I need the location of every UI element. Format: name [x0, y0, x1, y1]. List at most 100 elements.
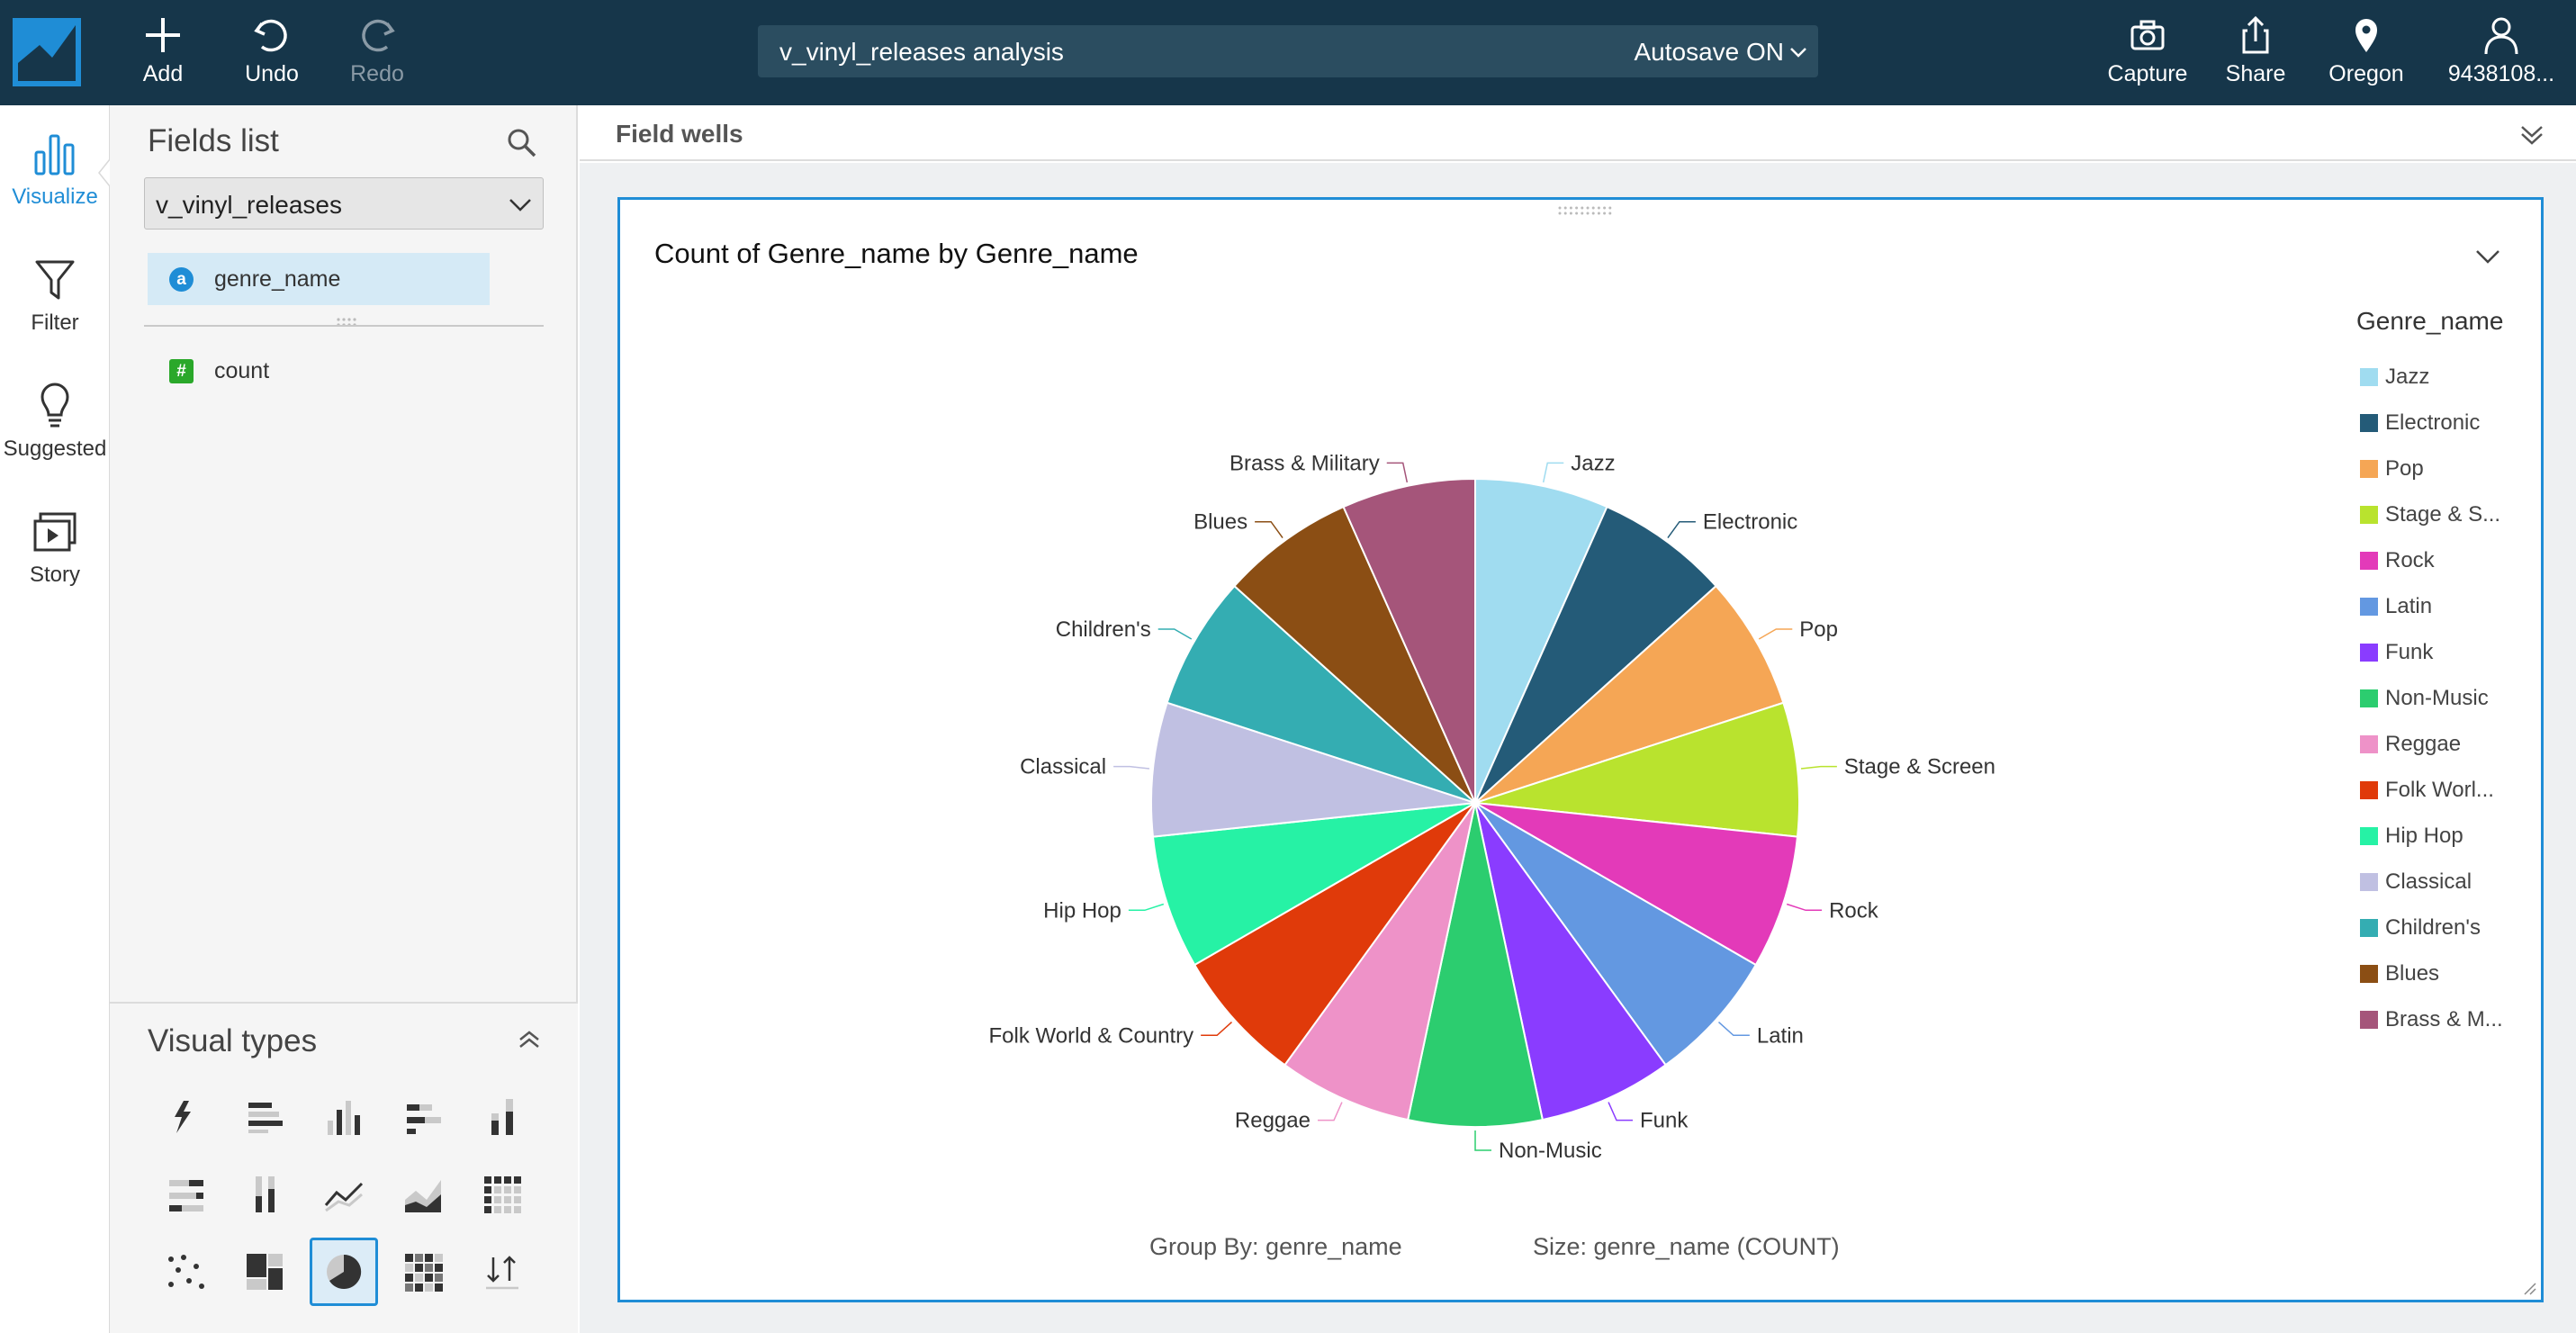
slice-label: Electronic [1703, 510, 1797, 535]
plus-icon [146, 18, 180, 52]
pie-slice[interactable] [1283, 802, 1476, 1121]
map-pin-icon [2355, 19, 2377, 52]
redo-button[interactable]: Redo [332, 14, 422, 87]
undo-button[interactable]: Undo [227, 14, 317, 87]
region-button[interactable]: Oregon [2321, 14, 2411, 87]
pie-slice[interactable] [1406, 802, 1545, 1128]
legend-item[interactable]: Stage & S... [2356, 497, 2545, 543]
slice-label: Rock [1829, 898, 1879, 923]
horizontal-bar-icon[interactable] [230, 1083, 299, 1151]
legend-item[interactable]: Children's [2356, 910, 2545, 956]
pie-slice[interactable] [1474, 802, 1667, 1121]
chevron-down-icon[interactable] [1789, 43, 1807, 61]
legend-item[interactable]: Blues [2356, 956, 2545, 1002]
leader-line [1113, 765, 1150, 770]
pie-slice[interactable] [1474, 584, 1785, 804]
area-chart-icon [405, 1180, 441, 1212]
legend-item[interactable]: Latin [2356, 589, 2545, 635]
rail-item-suggested[interactable]: Suggested [0, 383, 110, 462]
pie-slice[interactable] [1151, 802, 1476, 967]
pie-slice[interactable] [1342, 477, 1476, 804]
capture-button[interactable]: Capture [2103, 14, 2193, 87]
share-label: Share [2225, 61, 2286, 86]
leader-line [1201, 1022, 1232, 1037]
scatter-plot-icon[interactable] [151, 1238, 220, 1306]
share-button[interactable]: Share [2211, 14, 2301, 87]
leader-line [1128, 903, 1165, 912]
slice-label: Latin [1757, 1023, 1804, 1048]
leader-line [1157, 628, 1193, 640]
rail-item-visualize[interactable]: Visualize [0, 131, 110, 210]
top-toolbar: Add Undo Redo v_vinyl_releases analysis … [0, 0, 2576, 105]
dataset-select[interactable]: v_vinyl_releases [144, 177, 544, 230]
slice-label: Folk World & Country [989, 1023, 1194, 1048]
drag-handle-icon[interactable] [1556, 205, 1614, 216]
autograph-icon[interactable] [151, 1083, 220, 1151]
percent-horizontal-bar-icon[interactable] [151, 1160, 220, 1229]
stacked-vertical-bar-icon[interactable] [468, 1083, 536, 1151]
percent-vertical-bar-icon[interactable] [230, 1160, 299, 1229]
legend-swatch [2360, 827, 2378, 845]
legend-item[interactable]: Jazz [2356, 359, 2545, 405]
heat-map-icon[interactable] [389, 1238, 457, 1306]
undo-icon [254, 19, 287, 52]
legend-item[interactable]: Funk [2356, 635, 2545, 680]
dataset-value: v_vinyl_releases [156, 191, 342, 219]
chevron-up-icon[interactable] [517, 1031, 542, 1049]
leader-line [1758, 628, 1793, 640]
legend-item[interactable]: Hip Hop [2356, 818, 2545, 864]
legend-item[interactable]: Non-Music [2356, 680, 2545, 726]
pie-chart-icon[interactable] [310, 1238, 378, 1306]
rail-item-story[interactable]: Story [0, 509, 110, 588]
tree-map-icon[interactable] [230, 1238, 299, 1306]
line-chart-icon[interactable] [310, 1160, 378, 1229]
field-wells-bar[interactable]: Field wells [580, 105, 2576, 161]
pie-slice[interactable] [1474, 802, 1799, 967]
chevron-down-icon[interactable] [2474, 247, 2501, 266]
sort-icon[interactable] [468, 1238, 536, 1306]
legend-item[interactable]: Pop [2356, 451, 2545, 497]
legend-item[interactable]: Electronic [2356, 405, 2545, 451]
legend-label: Pop [2385, 456, 2424, 481]
pie-slice[interactable] [1150, 701, 1476, 838]
legend-label: Classical [2385, 869, 2472, 894]
legend-item[interactable]: Rock [2356, 543, 2545, 589]
legend-item[interactable]: Brass & M... [2356, 1002, 2545, 1048]
stacked-horizontal-bar-icon[interactable] [389, 1083, 457, 1151]
quicksight-logo[interactable] [13, 18, 81, 86]
analysis-title-bar[interactable]: v_vinyl_releases analysis Autosave ON [758, 25, 1818, 77]
legend-label: Latin [2385, 594, 2433, 618]
field-item-count[interactable]: # count [148, 345, 490, 397]
analysis-name[interactable]: v_vinyl_releases analysis [779, 38, 1064, 66]
legend-label: Children's [2385, 915, 2481, 940]
vertical-bar-icon[interactable] [310, 1083, 378, 1151]
chevron-down-double-icon[interactable] [2518, 122, 2545, 149]
pie-slice[interactable] [1474, 802, 1758, 1067]
account-button[interactable]: 9438108... [2438, 14, 2564, 87]
pie-slice[interactable] [1474, 701, 1800, 838]
legend-swatch [2360, 414, 2378, 432]
field-item-genre-name[interactable]: a genre_name [148, 253, 490, 305]
pie-chart-visual[interactable]: Count of Genre_name by Genre_name Jazz El… [617, 197, 2544, 1302]
pie-slice[interactable] [1166, 584, 1476, 804]
area-chart-icon[interactable] [389, 1160, 457, 1229]
leader-line [1542, 462, 1564, 483]
add-button[interactable]: Add [118, 14, 208, 87]
pie-slice[interactable] [1474, 477, 1608, 804]
fields-list-title: Fields list [148, 123, 279, 158]
resize-handle-icon[interactable] [2519, 1278, 2537, 1296]
legend-label: Electronic [2385, 410, 2481, 435]
pie-slice[interactable] [1474, 505, 1717, 804]
leader-line [1386, 462, 1409, 483]
autosave-toggle[interactable]: Autosave ON [1634, 38, 1784, 66]
line-chart-icon [324, 1182, 364, 1212]
legend-item[interactable]: Folk Worl... [2356, 772, 2545, 818]
search-icon[interactable] [504, 125, 540, 161]
pie-slice[interactable] [1233, 505, 1476, 804]
pie-slice[interactable] [1193, 802, 1476, 1067]
pivot-table-icon[interactable] [468, 1160, 536, 1229]
legend-item[interactable]: Classical [2356, 864, 2545, 910]
slice-label: Children's [1056, 617, 1151, 642]
rail-item-filter[interactable]: Filter [0, 257, 110, 336]
legend-item[interactable]: Reggae [2356, 726, 2545, 772]
